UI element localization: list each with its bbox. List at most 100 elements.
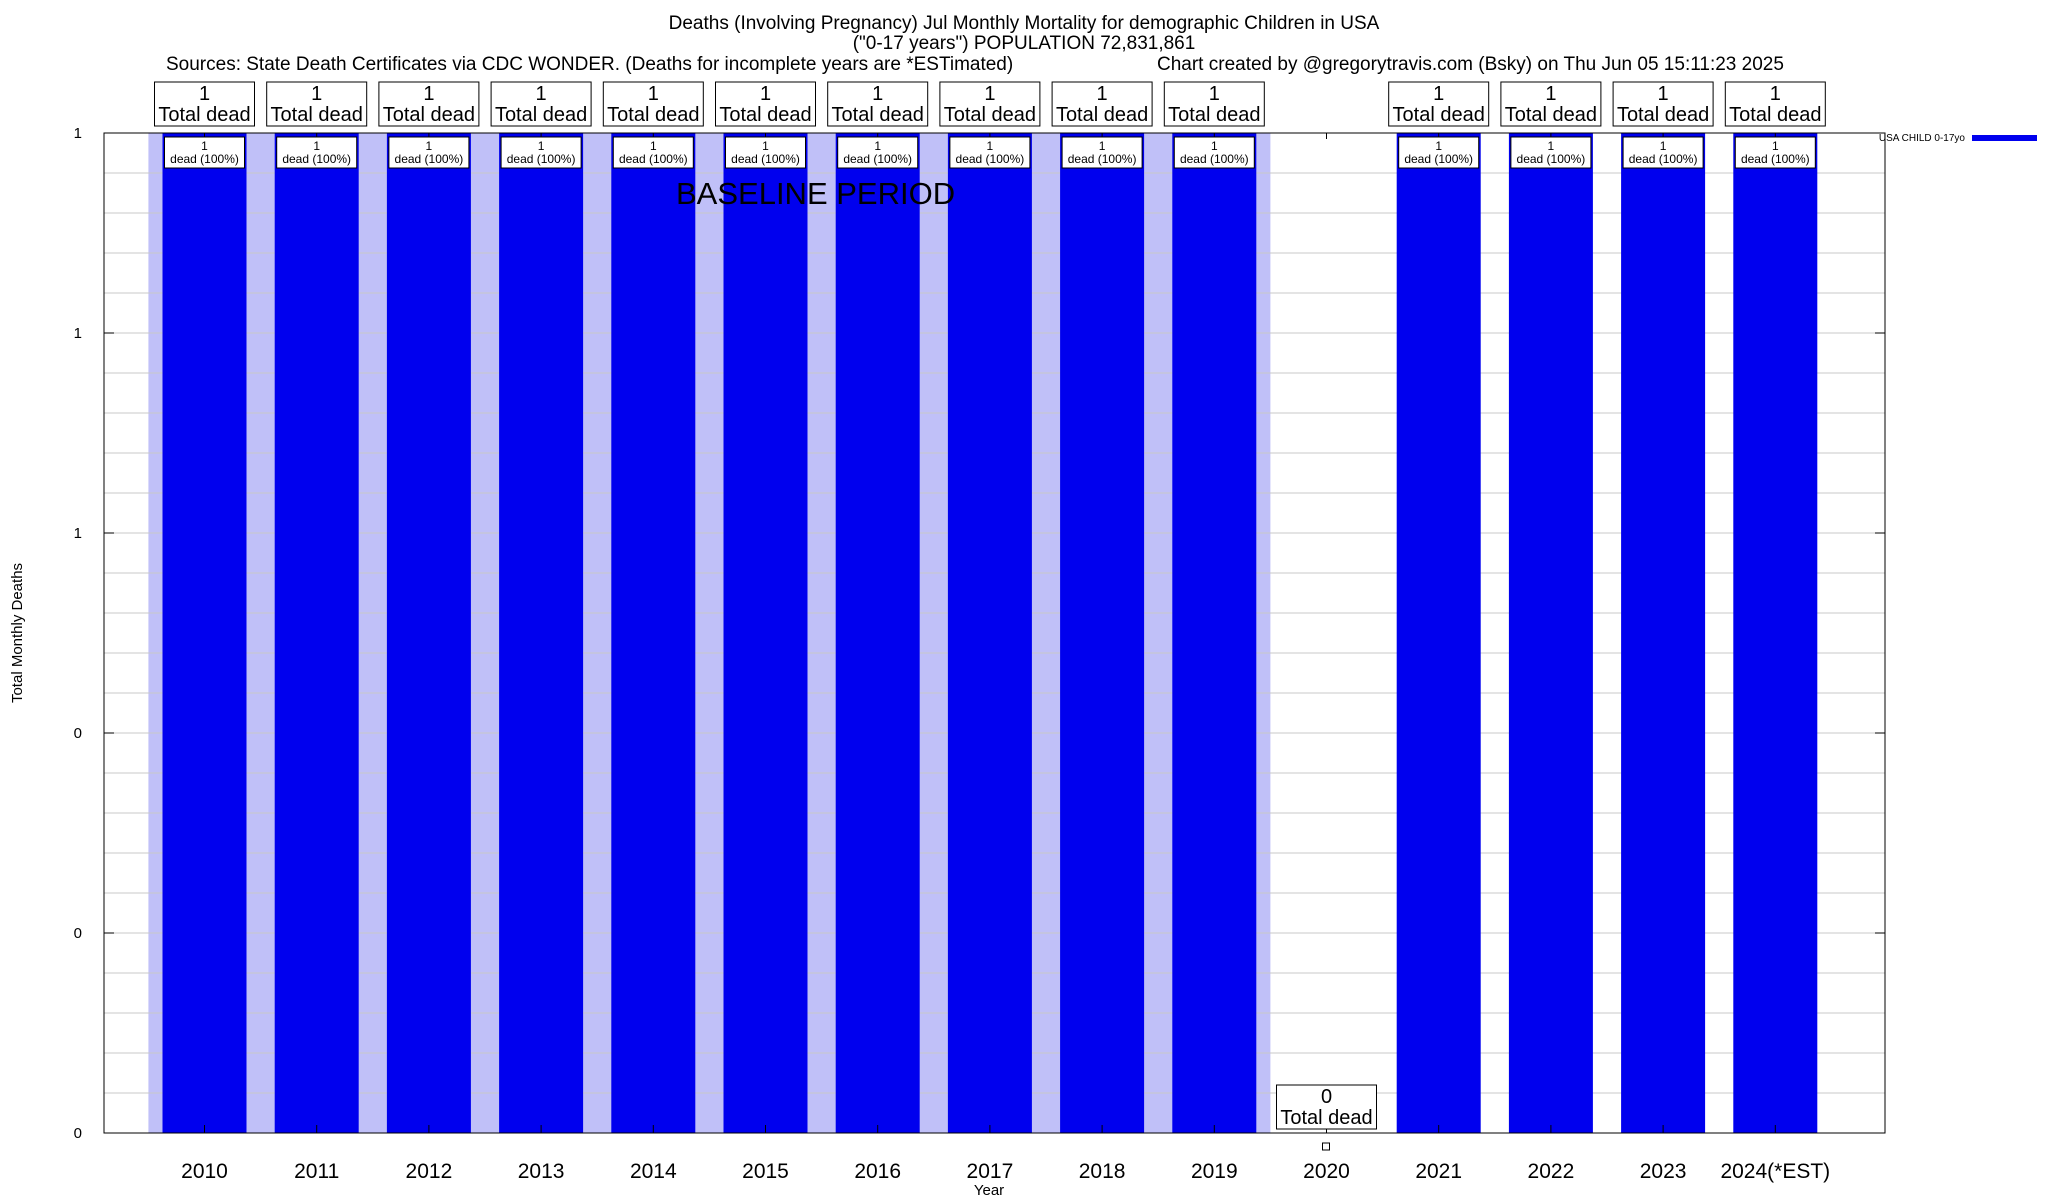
inner-value-suffix: dead (100%) (1629, 152, 1698, 166)
x-tick-label: 2021 (1415, 1160, 1462, 1183)
y-tick-label: 1 (74, 125, 82, 142)
top-value-box (1724, 81, 1826, 127)
top-value-box (939, 81, 1041, 127)
top-value-suffix: Total dead (832, 104, 924, 126)
chart-title-line-1: Deaths (Involving Pregnancy) Jul Monthly… (668, 13, 1380, 34)
x-axis-label: Year (974, 1182, 1004, 1199)
top-value-count: 1 (1545, 83, 1556, 105)
top-value-count: 1 (1658, 83, 1669, 105)
baseline-period-label: BASELINE PERIOD (676, 176, 955, 211)
inner-value-box (1061, 136, 1143, 169)
top-value-box (266, 81, 368, 127)
top-value-box (1163, 81, 1265, 127)
top-value-suffix: Total dead (944, 104, 1036, 126)
legend-label: USA CHILD 0-17yo (1879, 133, 1966, 144)
bar-2019 (1172, 133, 1257, 1133)
inner-value-suffix: dead (100%) (170, 152, 239, 166)
top-value-count: 1 (984, 83, 995, 105)
bar-2017 (947, 133, 1032, 1133)
inner-value-count: 1 (874, 139, 881, 153)
bar-2018 (1060, 133, 1145, 1133)
inner-value-box (725, 136, 806, 169)
zero-value-count: 0 (1321, 1086, 1332, 1108)
top-value-suffix: Total dead (1617, 104, 1709, 126)
bar-2015 (723, 133, 808, 1133)
inner-value-suffix: dead (100%) (395, 152, 464, 166)
inner-value-suffix: dead (100%) (843, 152, 912, 166)
x-tick-label: 2022 (1528, 1160, 1575, 1183)
inner-value-count: 1 (201, 139, 208, 153)
top-value-count: 1 (536, 83, 547, 105)
x-tick-label: 2015 (742, 1160, 789, 1183)
top-value-box (715, 81, 816, 127)
y-tick-label: 0 (74, 725, 82, 742)
top-value-box (1500, 81, 1602, 127)
top-value-suffix: Total dead (1393, 104, 1485, 126)
top-value-count: 1 (1209, 83, 1220, 105)
inner-value-suffix: dead (100%) (1068, 152, 1137, 166)
inner-value-count: 1 (1211, 139, 1218, 153)
top-value-count: 1 (872, 83, 883, 105)
top-value-suffix: Total dead (383, 104, 475, 126)
top-value-suffix: Total dead (158, 104, 250, 126)
x-tick-label: 2014 (630, 1160, 677, 1183)
inner-value-box (1734, 136, 1816, 169)
x-tick-label: 2011 (294, 1160, 339, 1183)
x-tick-label: 2024(*EST) (1720, 1160, 1830, 1183)
inner-value-suffix: dead (100%) (619, 152, 688, 166)
bar-2013 (499, 133, 584, 1133)
top-value-suffix: Total dead (607, 104, 699, 126)
chart-title-line-2: ("0-17 years") POPULATION 72,831,861 (852, 33, 1196, 54)
x-tick-label: 2012 (406, 1160, 453, 1183)
inner-value-box (1173, 136, 1255, 169)
top-value-count: 1 (760, 83, 771, 105)
top-value-box (378, 81, 480, 127)
top-value-suffix: Total dead (1505, 104, 1597, 126)
bar-2022 (1508, 133, 1593, 1133)
inner-value-count: 1 (538, 139, 545, 153)
x-tick-label: 2010 (181, 1160, 228, 1183)
bar-2010 (162, 133, 247, 1133)
top-value-count: 1 (423, 83, 434, 105)
bar-2024(*EST) (1733, 133, 1818, 1133)
top-value-count: 1 (311, 83, 322, 105)
inner-value-box (949, 136, 1031, 169)
top-value-suffix: Total dead (1056, 104, 1148, 126)
inner-value-box (500, 136, 582, 169)
zero-marker (1322, 1142, 1330, 1151)
inner-value-box (276, 136, 358, 169)
inner-value-box (1622, 136, 1704, 169)
inner-value-suffix: dead (100%) (1517, 152, 1586, 166)
inner-value-count: 1 (1548, 139, 1555, 153)
y-tick-label: 0 (74, 925, 82, 942)
y-axis-label: Total Monthly Deaths (9, 563, 26, 703)
inner-value-count: 1 (762, 139, 769, 153)
sources-note: Sources: State Death Certificates via CD… (166, 54, 1014, 75)
bar-2016 (835, 133, 920, 1133)
inner-value-suffix: dead (100%) (507, 152, 576, 166)
inner-value-count: 1 (987, 139, 994, 153)
top-value-suffix: Total dead (271, 104, 363, 126)
top-value-box (154, 81, 255, 127)
bar-2012 (386, 133, 471, 1133)
inner-value-suffix: dead (100%) (1741, 152, 1810, 166)
top-value-box (827, 81, 929, 127)
top-value-box (1388, 81, 1490, 127)
top-value-suffix: Total dead (495, 104, 587, 126)
inner-value-suffix: dead (100%) (956, 152, 1025, 166)
x-tick-label: 2017 (967, 1160, 1014, 1183)
y-tick-label: 0 (74, 1125, 82, 1142)
top-value-count: 1 (1770, 83, 1781, 105)
inner-value-box (1398, 136, 1480, 169)
bar-2021 (1396, 133, 1481, 1133)
inner-value-box (837, 136, 919, 169)
top-value-suffix: Total dead (1168, 104, 1260, 126)
bar-2023 (1621, 133, 1706, 1133)
inner-value-count: 1 (1772, 139, 1779, 153)
chart-credit: Chart created by @gregorytravis.com (Bsk… (1157, 54, 1784, 75)
bar-2011 (274, 133, 359, 1133)
y-tick-label: 1 (74, 325, 82, 342)
legend-swatch (1972, 135, 2037, 141)
zero-value-box (1276, 1084, 1377, 1130)
top-value-suffix: Total dead (1729, 104, 1821, 126)
